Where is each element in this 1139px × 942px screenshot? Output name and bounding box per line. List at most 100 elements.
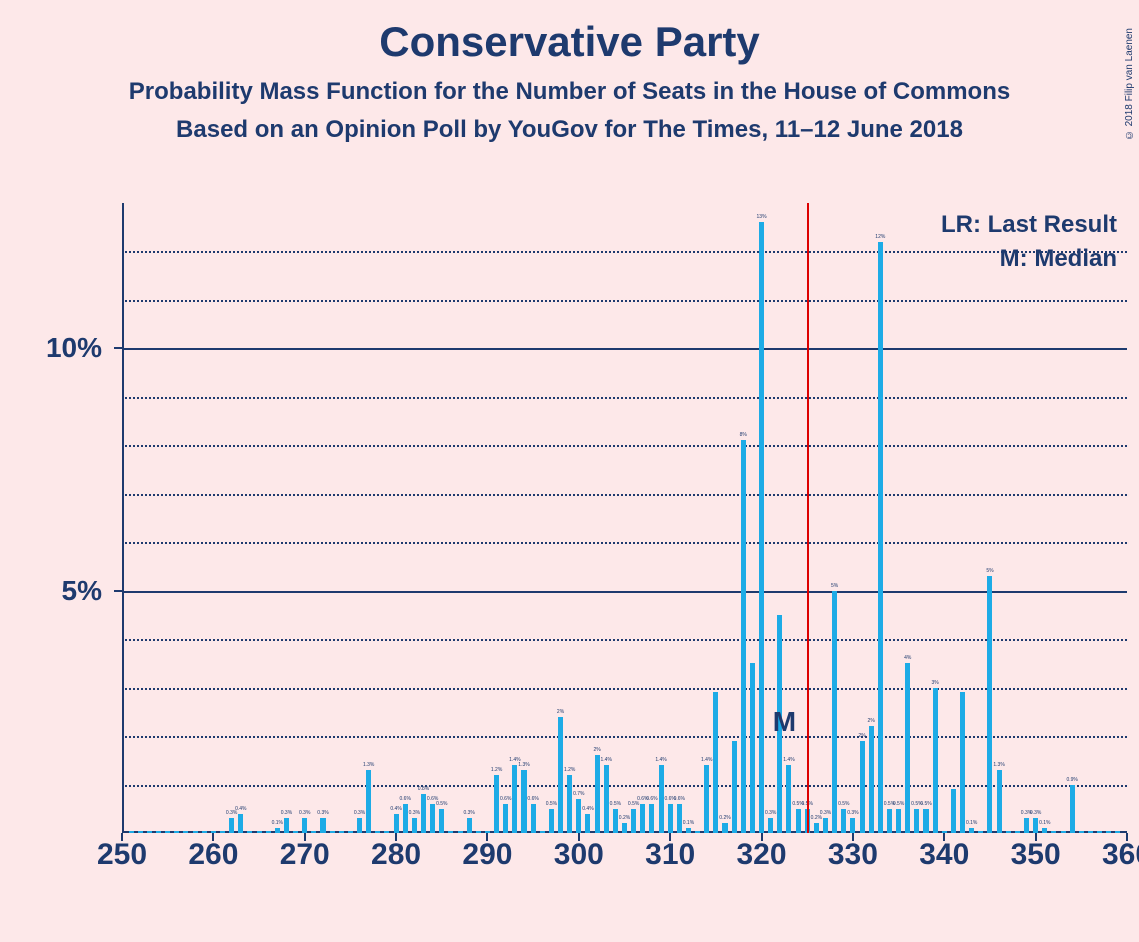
bar xyxy=(732,741,737,833)
bar xyxy=(887,809,892,833)
y-axis-label: 10% xyxy=(46,332,102,364)
x-axis-label: 310 xyxy=(645,838,695,872)
bar xyxy=(1115,831,1120,833)
bar xyxy=(320,818,325,833)
bar-value-label: 0.1% xyxy=(272,820,283,826)
bar-value-label: 0.5% xyxy=(546,801,557,807)
bar xyxy=(421,794,426,833)
bar-value-label: 0.4% xyxy=(582,806,593,812)
bar xyxy=(832,591,837,833)
bar xyxy=(595,755,600,833)
bar-value-label: 0.5% xyxy=(610,801,621,807)
bar-value-label: 1.4% xyxy=(601,757,612,763)
bar xyxy=(503,804,508,833)
bar xyxy=(357,818,362,833)
x-axis-label: 280 xyxy=(371,838,421,872)
bar xyxy=(741,440,746,833)
bar xyxy=(960,692,965,833)
bar xyxy=(640,804,645,833)
bar xyxy=(796,809,801,833)
y-tick xyxy=(114,347,122,349)
bar xyxy=(1015,831,1020,833)
bar xyxy=(677,804,682,833)
bar-value-label: 0.6% xyxy=(400,796,411,802)
bar xyxy=(156,831,161,833)
grid-minor xyxy=(122,688,1127,690)
bar-value-label: 0.2% xyxy=(619,815,630,821)
bar xyxy=(686,828,691,833)
bar xyxy=(759,222,764,833)
grid-minor xyxy=(122,639,1127,641)
bar-value-label: 0.4% xyxy=(390,806,401,812)
bar xyxy=(850,818,855,833)
x-axis-label: 270 xyxy=(280,838,330,872)
bar xyxy=(512,765,517,833)
x-axis-label: 260 xyxy=(188,838,238,872)
bar xyxy=(220,831,225,833)
bar-value-label: 0.3% xyxy=(299,810,310,816)
bar xyxy=(394,814,399,833)
bar xyxy=(896,809,901,833)
bar-value-label: 1.4% xyxy=(655,757,666,763)
bar xyxy=(951,789,956,833)
bar-value-label: 0.1% xyxy=(683,820,694,826)
bar-value-label: 1.3% xyxy=(993,762,1004,768)
bar xyxy=(403,804,408,833)
grid-minor xyxy=(122,785,1127,787)
bar xyxy=(165,831,170,833)
chart-subtitle-1: Probability Mass Function for the Number… xyxy=(0,78,1139,106)
bar xyxy=(631,809,636,833)
bar xyxy=(942,831,947,833)
bar xyxy=(476,831,481,833)
chart-subtitle-2: Based on an Opinion Poll by YouGov for T… xyxy=(0,116,1139,144)
bar-value-label: 1.3% xyxy=(518,762,529,768)
bar-value-label: 0.7% xyxy=(573,791,584,797)
grid-minor xyxy=(122,445,1127,447)
grid-minor xyxy=(122,494,1127,496)
bar-value-label: 0.6% xyxy=(674,796,685,802)
x-axis-label: 250 xyxy=(97,838,147,872)
bar-value-label: 2% xyxy=(858,733,865,739)
bar-value-label: 0.3% xyxy=(847,810,858,816)
bar xyxy=(257,831,262,833)
bar-value-label: 1.2% xyxy=(491,767,502,773)
bar-value-label: 2% xyxy=(557,709,564,715)
bar xyxy=(604,765,609,833)
bar-value-label: 0.6% xyxy=(527,796,538,802)
bar-value-label: 0.3% xyxy=(463,810,474,816)
bar xyxy=(549,809,554,833)
legend-last-result: LR: Last Result xyxy=(941,211,1117,239)
bar xyxy=(613,809,618,833)
bar xyxy=(576,799,581,833)
bar xyxy=(1024,818,1029,833)
bar xyxy=(1051,831,1056,833)
bar xyxy=(348,831,353,833)
bar xyxy=(439,809,444,833)
bar xyxy=(878,242,883,833)
legend-median: M: Median xyxy=(1000,245,1117,273)
bar xyxy=(1042,828,1047,833)
bar xyxy=(923,809,928,833)
bar xyxy=(585,814,590,833)
bar xyxy=(695,831,700,833)
bar-value-label: 0.3% xyxy=(765,810,776,816)
bar xyxy=(384,831,389,833)
bar xyxy=(375,831,380,833)
x-axis-label: 340 xyxy=(919,838,969,872)
bar-value-label: 0.6% xyxy=(646,796,657,802)
bar xyxy=(430,804,435,833)
bar xyxy=(1088,831,1093,833)
x-axis-label: 350 xyxy=(1011,838,1061,872)
bar xyxy=(202,831,207,833)
bar xyxy=(722,823,727,833)
bar xyxy=(1070,785,1075,833)
grid-major xyxy=(122,348,1127,350)
bar-value-label: 0.3% xyxy=(409,810,420,816)
bar xyxy=(567,775,572,833)
bar-value-label: 0.5% xyxy=(893,801,904,807)
bar xyxy=(366,770,371,833)
bar xyxy=(293,831,298,833)
bar xyxy=(1006,831,1011,833)
bar xyxy=(211,831,216,833)
bar xyxy=(467,818,472,833)
